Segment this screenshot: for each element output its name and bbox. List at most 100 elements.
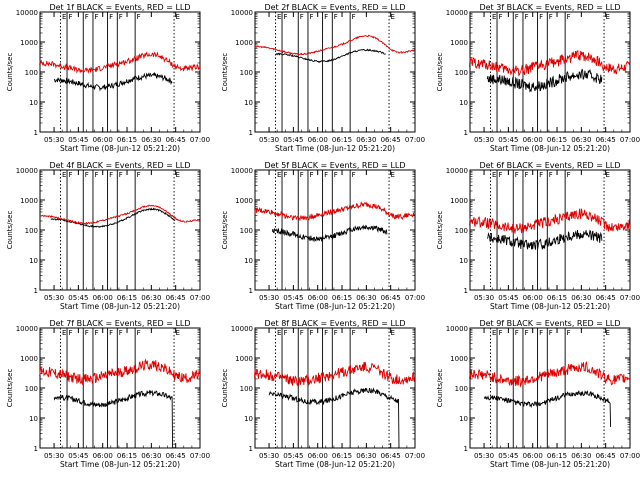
x-tick-label: 06:30 (141, 136, 161, 144)
y-tick-label: 1000 (20, 39, 38, 47)
x-tick-label: 06:15 (332, 136, 352, 144)
x-axis-label: Start Time (08-Jun-12 05:21:20) (275, 302, 395, 311)
x-tick-label: 06:45 (596, 294, 616, 302)
detector-panel-2: Det 2f BLACK = Events, RED = LLD 1 10 100 10… (221, 3, 425, 153)
interval-marker-label: F (284, 329, 288, 337)
x-tick-label: 05:30 (44, 452, 64, 460)
panel-title: Det 9f BLACK = Events, RED = LLD (479, 319, 620, 328)
y-tick-label: 10000 (446, 9, 468, 17)
interval-marker-label: E (391, 329, 395, 337)
y-tick-label: 10 (459, 415, 468, 423)
x-tick-label: 05:45 (68, 452, 88, 460)
x-tick-label: 06:45 (166, 136, 186, 144)
interval-marker-label: E (492, 329, 496, 337)
x-tick-label: 06:15 (547, 136, 567, 144)
x-tick-label: 07:00 (620, 136, 640, 144)
interval-marker-label: F (85, 329, 89, 337)
x-tick-label: 05:30 (44, 136, 64, 144)
interval-marker-label: E (176, 171, 180, 179)
x-axis-label: Start Time (08-Jun-12 05:21:20) (275, 144, 395, 153)
y-tick-label: 10000 (16, 9, 38, 17)
interval-marker-label: F (85, 171, 89, 179)
x-tick-label: 05:45 (283, 294, 303, 302)
y-tick-label: 10000 (16, 325, 38, 333)
series-line-lld (469, 50, 630, 77)
interval-marker-label: E (391, 13, 395, 21)
x-axis-label: Start Time (08-Jun-12 05:21:20) (275, 460, 395, 469)
panel-title: Det 6f BLACK = Events, RED = LLD (479, 161, 620, 170)
interval-marker-label: F (549, 329, 553, 337)
x-tick-label: 05:45 (283, 136, 303, 144)
y-axis-label: Counts/sec (436, 211, 444, 250)
x-axis-label: Start Time (08-Jun-12 05:21:20) (490, 460, 610, 469)
series-line-lld (39, 358, 200, 386)
y-tick-label: 1000 (450, 39, 468, 47)
interval-marker-label: F (324, 13, 328, 21)
interval-marker-label: F (69, 13, 73, 21)
y-tick-label: 1000 (235, 355, 253, 363)
series-line-lld (254, 34, 415, 56)
x-tick-label: 06:30 (356, 136, 376, 144)
y-tick-label: 100 (455, 69, 468, 77)
interval-marker-label: E (606, 171, 610, 179)
y-axis-label: Counts/sec (221, 211, 229, 250)
panel-title: Det 1f BLACK = Events, RED = LLD (49, 3, 190, 12)
x-tick-label: 05:45 (498, 294, 518, 302)
panel-title: Det 2f BLACK = Events, RED = LLD (264, 3, 405, 12)
x-tick-label: 06:00 (308, 294, 328, 302)
y-axis-label: Counts/sec (6, 369, 14, 408)
y-tick-label: 100 (25, 227, 38, 235)
series-line-lld (469, 360, 630, 388)
interval-marker-label: F (352, 13, 356, 21)
x-tick-label: 05:30 (474, 136, 494, 144)
y-axis-label: Counts/sec (6, 53, 14, 92)
y-tick-label: 10 (459, 99, 468, 107)
x-tick-label: 06:45 (166, 294, 186, 302)
x-tick-label: 06:15 (117, 452, 137, 460)
interval-marker-label: E (492, 171, 496, 179)
interval-marker-label: F (309, 171, 313, 179)
interval-marker-label: F (94, 13, 98, 21)
interval-marker-label: F (352, 171, 356, 179)
x-tick-label: 06:30 (141, 452, 161, 460)
x-tick-label: 07:00 (620, 452, 640, 460)
x-tick-label: 06:15 (117, 136, 137, 144)
interval-marker-label: F (515, 13, 519, 21)
y-tick-label: 10000 (446, 325, 468, 333)
x-tick-label: 06:00 (93, 294, 113, 302)
interval-marker-label: F (137, 13, 141, 21)
x-tick-label: 07:00 (190, 136, 210, 144)
y-tick-label: 10000 (231, 9, 253, 17)
interval-marker-label: F (94, 171, 98, 179)
interval-marker-label: E (62, 171, 66, 179)
x-tick-label: 06:00 (308, 136, 328, 144)
interval-marker-label: E (606, 329, 610, 337)
plot-frame (39, 327, 201, 449)
y-tick-label: 100 (455, 227, 468, 235)
x-tick-label: 06:15 (547, 294, 567, 302)
series-line-lld (39, 51, 200, 74)
interval-marker-label: E (62, 329, 66, 337)
panel-title: Det 8f BLACK = Events, RED = LLD (264, 319, 405, 328)
interval-marker-label: E (277, 329, 281, 337)
panel-title: Det 7f BLACK = Events, RED = LLD (49, 319, 190, 328)
plot-frame (254, 11, 416, 133)
x-tick-label: 05:30 (474, 294, 494, 302)
y-tick-label: 100 (25, 385, 38, 393)
x-tick-label: 06:00 (523, 452, 543, 460)
x-tick-label: 06:00 (523, 136, 543, 144)
interval-marker-label: F (334, 13, 338, 21)
plot-frame (469, 327, 631, 449)
interval-marker-label: F (69, 329, 73, 337)
interval-marker-label: F (109, 13, 113, 21)
x-tick-label: 06:45 (166, 452, 186, 460)
x-tick-label: 06:30 (356, 452, 376, 460)
y-tick-label: 1 (464, 445, 468, 453)
interval-marker-label: F (119, 13, 123, 21)
interval-marker-label: F (284, 13, 288, 21)
y-axis-label: Counts/sec (221, 369, 229, 408)
x-tick-label: 06:15 (547, 452, 567, 460)
interval-marker-label: F (284, 171, 288, 179)
y-tick-label: 100 (25, 69, 38, 77)
interval-marker-label: F (300, 13, 304, 21)
